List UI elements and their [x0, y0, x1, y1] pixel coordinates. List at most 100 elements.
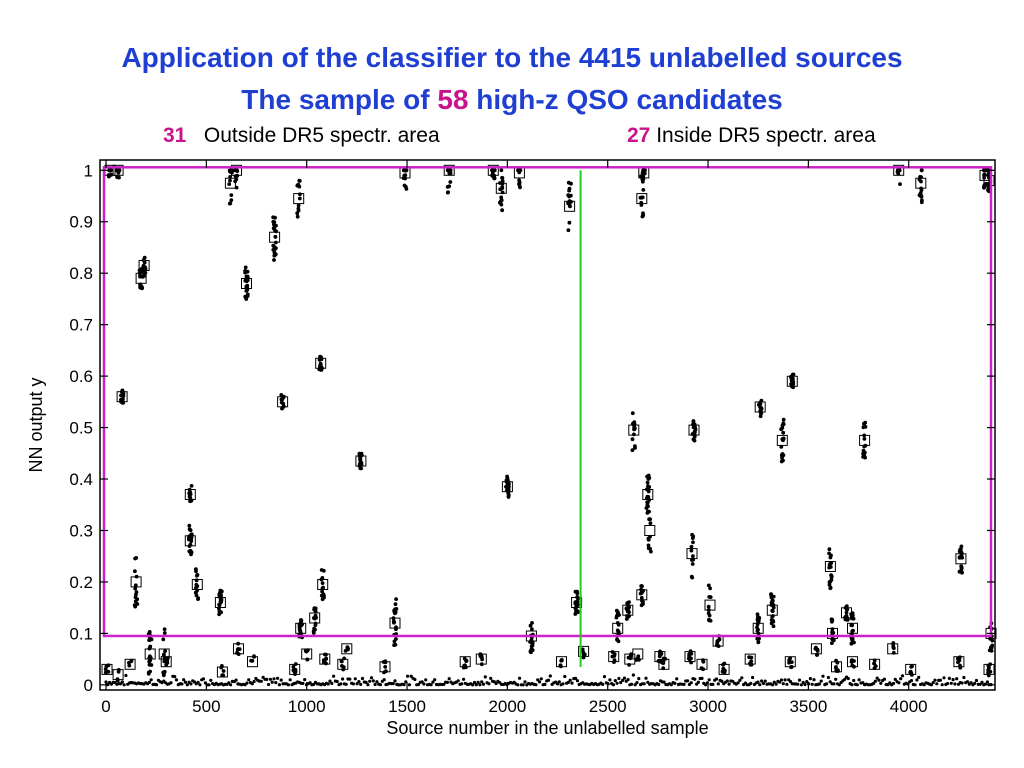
x-tick-label: 500 [192, 697, 220, 716]
low-point [568, 678, 572, 682]
data-point [148, 654, 152, 659]
outside-count: 31 [163, 124, 187, 147]
mean-marker [859, 434, 871, 446]
low-point [725, 679, 729, 683]
data-point [162, 671, 166, 676]
data-point [919, 168, 924, 173]
mean-marker [636, 193, 648, 205]
data-point [827, 547, 832, 552]
low-point [761, 681, 766, 686]
mean-marker [160, 656, 172, 668]
data-point [610, 654, 615, 659]
mean-marker [317, 579, 329, 590]
data-point [630, 437, 635, 442]
data-point [189, 550, 193, 555]
low-point [332, 674, 336, 678]
low-point [328, 679, 332, 683]
data-point [958, 549, 963, 554]
low-point [756, 680, 760, 684]
low-point [900, 674, 905, 678]
selection-box [102, 166, 993, 638]
data-point [339, 659, 344, 663]
data-point [446, 168, 451, 173]
data-point [530, 627, 534, 631]
low-point [546, 678, 551, 682]
data-point [383, 665, 388, 669]
data-point [852, 659, 856, 663]
data-point [321, 585, 325, 590]
mean-marker [696, 658, 708, 670]
low-point [846, 676, 850, 681]
low-point [929, 683, 934, 687]
low-point [960, 681, 964, 685]
data-point [295, 211, 300, 216]
data-point [126, 660, 131, 665]
data-point [863, 450, 867, 455]
low-point [120, 680, 124, 684]
data-point [844, 610, 849, 615]
data-point [626, 614, 631, 619]
data-point [707, 613, 712, 618]
outside-dr5-label: 31 Outside DR5 spectr. area [163, 124, 440, 148]
low-point [303, 678, 307, 682]
low-point [962, 675, 966, 680]
data-point [615, 613, 619, 618]
data-point [648, 521, 653, 526]
mean-marker [644, 525, 656, 536]
low-point [727, 682, 731, 686]
data-point [196, 596, 201, 601]
mean-marker [184, 535, 196, 547]
data-point [117, 175, 121, 180]
data-point [448, 180, 453, 184]
data-point [404, 168, 408, 173]
low-point [267, 682, 271, 687]
low-point [938, 678, 943, 682]
data-point [271, 243, 276, 248]
data-point [244, 297, 249, 301]
data-point [959, 565, 964, 570]
mean-marker [124, 658, 136, 670]
data-point [478, 653, 483, 658]
data-point [140, 275, 145, 279]
low-point [751, 675, 755, 680]
low-point [973, 681, 977, 686]
mean-marker [608, 651, 620, 663]
data-point [115, 168, 119, 173]
low-point [740, 676, 744, 680]
low-point [682, 682, 686, 687]
y-axis-label: NN output y [26, 377, 46, 472]
data-point [404, 187, 409, 191]
mean-marker [459, 656, 471, 668]
data-point [499, 195, 504, 200]
data-point [528, 649, 533, 654]
low-point [371, 679, 375, 683]
data-point [960, 570, 964, 575]
low-point [696, 680, 701, 684]
low-point [348, 677, 352, 681]
data-point [189, 532, 194, 537]
data-point [359, 451, 364, 456]
mean-marker [487, 164, 499, 176]
low-point [180, 682, 184, 686]
low-point [523, 680, 527, 684]
mean-marker [636, 589, 648, 601]
mean-marker [144, 648, 156, 660]
mean-marker [501, 481, 513, 493]
data-point [645, 500, 650, 505]
low-point [662, 680, 666, 684]
low-point [378, 683, 383, 687]
data-point [273, 235, 278, 239]
low-point [460, 682, 464, 686]
mean-marker [887, 643, 899, 655]
low-point [637, 677, 641, 681]
data-point [829, 573, 833, 577]
low-point [974, 678, 979, 683]
data-point [273, 215, 277, 220]
low-point [373, 682, 377, 687]
low-point [611, 683, 616, 687]
data-point [161, 637, 166, 642]
inside-count: 27 [627, 124, 651, 147]
data-point [827, 551, 831, 556]
low-point [893, 677, 897, 682]
